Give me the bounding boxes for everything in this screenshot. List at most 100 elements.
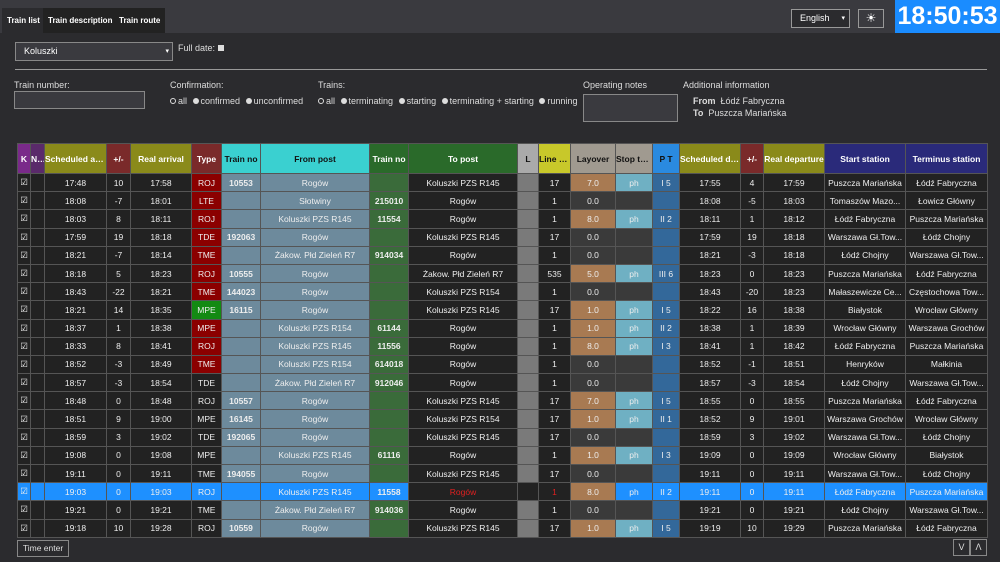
cell-k[interactable]: ☑ [17, 300, 31, 320]
cell-from-post: Koluszki PZS R145 [260, 445, 370, 466]
table-row[interactable]: ☑ 19:21 0 19:21 TME Żakow. Płd Zieleń R7 91403… [17, 500, 988, 520]
header-layover[interactable]: Layover [570, 143, 616, 174]
cell-stop-type: ph [615, 518, 653, 538]
table-row[interactable]: ☑ 19:18 10 19:28 ROJ 10559 Rogów Koluszki PZS R… [17, 518, 988, 538]
cell-l [517, 373, 539, 393]
cell-k[interactable]: ☑ [17, 282, 31, 302]
full-date-checkbox[interactable] [217, 45, 224, 51]
radio-terminating-starting[interactable] [441, 98, 448, 104]
radio-unconfirmed[interactable] [245, 98, 252, 104]
table-row[interactable]: ☑ 18:59 3 19:02 TDE 192065 Rogów Koluszki PZS R… [17, 427, 988, 447]
header-nk[interactable]: N K [30, 143, 45, 174]
cell-k[interactable]: ☑ [17, 445, 31, 466]
cell-nk [30, 282, 45, 302]
operating-notes-input[interactable] [583, 94, 678, 122]
table-row[interactable]: ☑ 19:11 0 19:11 TME 194055 Rogów Koluszki PZS R… [17, 463, 988, 484]
cell-k[interactable]: ☑ [17, 245, 31, 265]
radio-running[interactable] [539, 98, 546, 104]
table-row[interactable]: ☑ 19:08 0 19:08 MPE Koluszki PZS R145 61116 Rog… [17, 445, 988, 466]
cell-train-no-in [221, 482, 261, 502]
cell-layover: 8.0 [570, 336, 616, 356]
header-pt[interactable]: P T [652, 143, 680, 174]
cell-k[interactable]: ☑ [17, 227, 31, 247]
train-number-input[interactable] [14, 91, 145, 109]
cell-k[interactable]: ☑ [17, 318, 31, 338]
cell-to-post: Koluszki PZS R145 [408, 391, 518, 411]
header-start-station[interactable]: Start station [824, 143, 906, 174]
table-row[interactable]: ☑ 18:51 9 19:00 MPE 16145 Rogów Koluszki PZS R1… [17, 409, 988, 429]
header-type[interactable]: Type [191, 143, 222, 174]
header-train-no-in[interactable]: Train no [221, 143, 261, 174]
table-row[interactable]: ☑ 18:21 -7 18:14 TME Żakow. Płd Zieleń R7 9140… [17, 245, 988, 265]
table-row[interactable]: ☑ 17:48 10 17:58 ROJ 10553 Rogów Koluszki PZS R… [17, 172, 988, 193]
cell-train-no-in: 144023 [221, 282, 261, 302]
cell-k[interactable]: ☑ [17, 463, 31, 484]
table-row[interactable]: ☑ 18:43 -22 18:21 TME 144023 Rogów Koluszki PZS… [17, 282, 988, 302]
theme-toggle-sun-icon[interactable]: ☀ [858, 9, 884, 28]
tab-train-list[interactable]: Train list [2, 8, 45, 33]
cell-k[interactable]: ☑ [17, 500, 31, 520]
cell-k[interactable]: ☑ [17, 191, 31, 211]
radio-all[interactable] [318, 98, 324, 104]
table-row[interactable]: ☑ 18:18 5 18:23 ROJ 10555 Rogów Żakow. Płd Ziel… [17, 263, 988, 284]
header-real-arrival[interactable]: Real arrival [130, 143, 192, 174]
cell-l [517, 172, 539, 193]
time-enter-button[interactable]: Time enter [17, 540, 69, 557]
cell-start-station: Warszawa Gł.Tow... [824, 227, 906, 247]
cell-real-arrival: 19:28 [130, 518, 192, 538]
header-scheduled-departure[interactable]: Scheduled departure [679, 143, 741, 174]
cell-k[interactable]: ☑ [17, 427, 31, 447]
table-row[interactable]: ☑ 18:33 8 18:41 ROJ Koluszki PZS R145 11556 Rog… [17, 336, 988, 356]
cell-k[interactable]: ☑ [17, 354, 31, 375]
header-k[interactable]: K [17, 143, 31, 174]
table-row[interactable]: ☑ 18:03 8 18:11 ROJ Koluszki PZS R145 11554 Rog… [17, 209, 988, 229]
table-row[interactable]: ☑ 18:37 1 18:38 MPE Koluszki PZS R154 61144 Rog… [17, 318, 988, 338]
table-row[interactable]: ☑ 19:03 0 19:03 ROJ Koluszki PZS R145 11558 Rog… [17, 482, 988, 502]
cell-start-station: Henryków [824, 354, 906, 375]
tab-train-description[interactable]: Train description [43, 8, 118, 33]
header-terminus-station[interactable]: Terminus station [905, 143, 988, 174]
header-scheduled-arrival[interactable]: Scheduled arrival [44, 143, 107, 174]
radio-all[interactable] [170, 98, 176, 104]
cell-k[interactable]: ☑ [17, 409, 31, 429]
cell-terminus-station: Częstochowa Tow... [905, 282, 988, 302]
header-real-departure[interactable]: Real departure [763, 143, 825, 174]
cell-k[interactable]: ☑ [17, 391, 31, 411]
scroll-up-button[interactable]: Λ [970, 539, 987, 556]
header-line-no[interactable]: Line no. [538, 143, 571, 174]
header-from-post[interactable]: From post [260, 143, 370, 174]
table-row[interactable]: ☑ 17:59 19 18:18 TDE 192063 Rogów Koluszki PZS … [17, 227, 988, 247]
cell-k[interactable]: ☑ [17, 336, 31, 356]
cell-start-station: Łódź Fabryczna [824, 482, 906, 502]
header-l[interactable]: L [517, 143, 539, 174]
cell-k[interactable]: ☑ [17, 518, 31, 538]
header-arrival-delay[interactable]: +/- [106, 143, 131, 174]
table-row[interactable]: ☑ 18:08 -7 18:01 LTE Słotwiny 215010 Rogów 1 0.0 1… [17, 191, 988, 211]
radio-starting[interactable] [398, 98, 405, 104]
radio-confirmed[interactable] [192, 98, 199, 104]
station-select[interactable]: Koluszki [15, 42, 173, 61]
cell-k[interactable]: ☑ [17, 209, 31, 229]
header-train-no-out[interactable]: Train no [369, 143, 409, 174]
header-stop-type[interactable]: Stop type [615, 143, 653, 174]
tab-train-route[interactable]: Train route [114, 8, 166, 33]
scroll-down-button[interactable]: V [953, 539, 970, 556]
cell-pt [652, 282, 680, 302]
cell-k[interactable]: ☑ [17, 373, 31, 393]
cell-k[interactable]: ☑ [17, 263, 31, 284]
table-row[interactable]: ☑ 18:48 0 18:48 ROJ 10557 Rogów Koluszki PZS R1… [17, 391, 988, 411]
cell-layover: 0.0 [570, 427, 616, 447]
table-row[interactable]: ☑ 18:52 -3 18:49 TME Koluszki PZS R154 614018 R… [17, 354, 988, 375]
language-select[interactable]: English [791, 9, 850, 28]
radio-terminating[interactable] [340, 98, 347, 104]
cell-k[interactable]: ☑ [17, 172, 31, 193]
table-row[interactable]: ☑ 18:21 14 18:35 MPE 16115 Rogów Koluszki PZS R… [17, 300, 988, 320]
cell-k[interactable]: ☑ [17, 482, 31, 502]
table-row[interactable]: ☑ 18:57 -3 18:54 TDE Żakow. Płd Zieleń R7 9120… [17, 373, 988, 393]
header-departure-delay[interactable]: +/- [740, 143, 764, 174]
cell-type: MPE [191, 318, 222, 338]
header-to-post[interactable]: To post [408, 143, 518, 174]
cell-scheduled-departure: 19:11 [679, 463, 741, 484]
cell-from-post: Rogów [260, 172, 370, 193]
cell-start-station: Tomaszów Mazo... [824, 191, 906, 211]
